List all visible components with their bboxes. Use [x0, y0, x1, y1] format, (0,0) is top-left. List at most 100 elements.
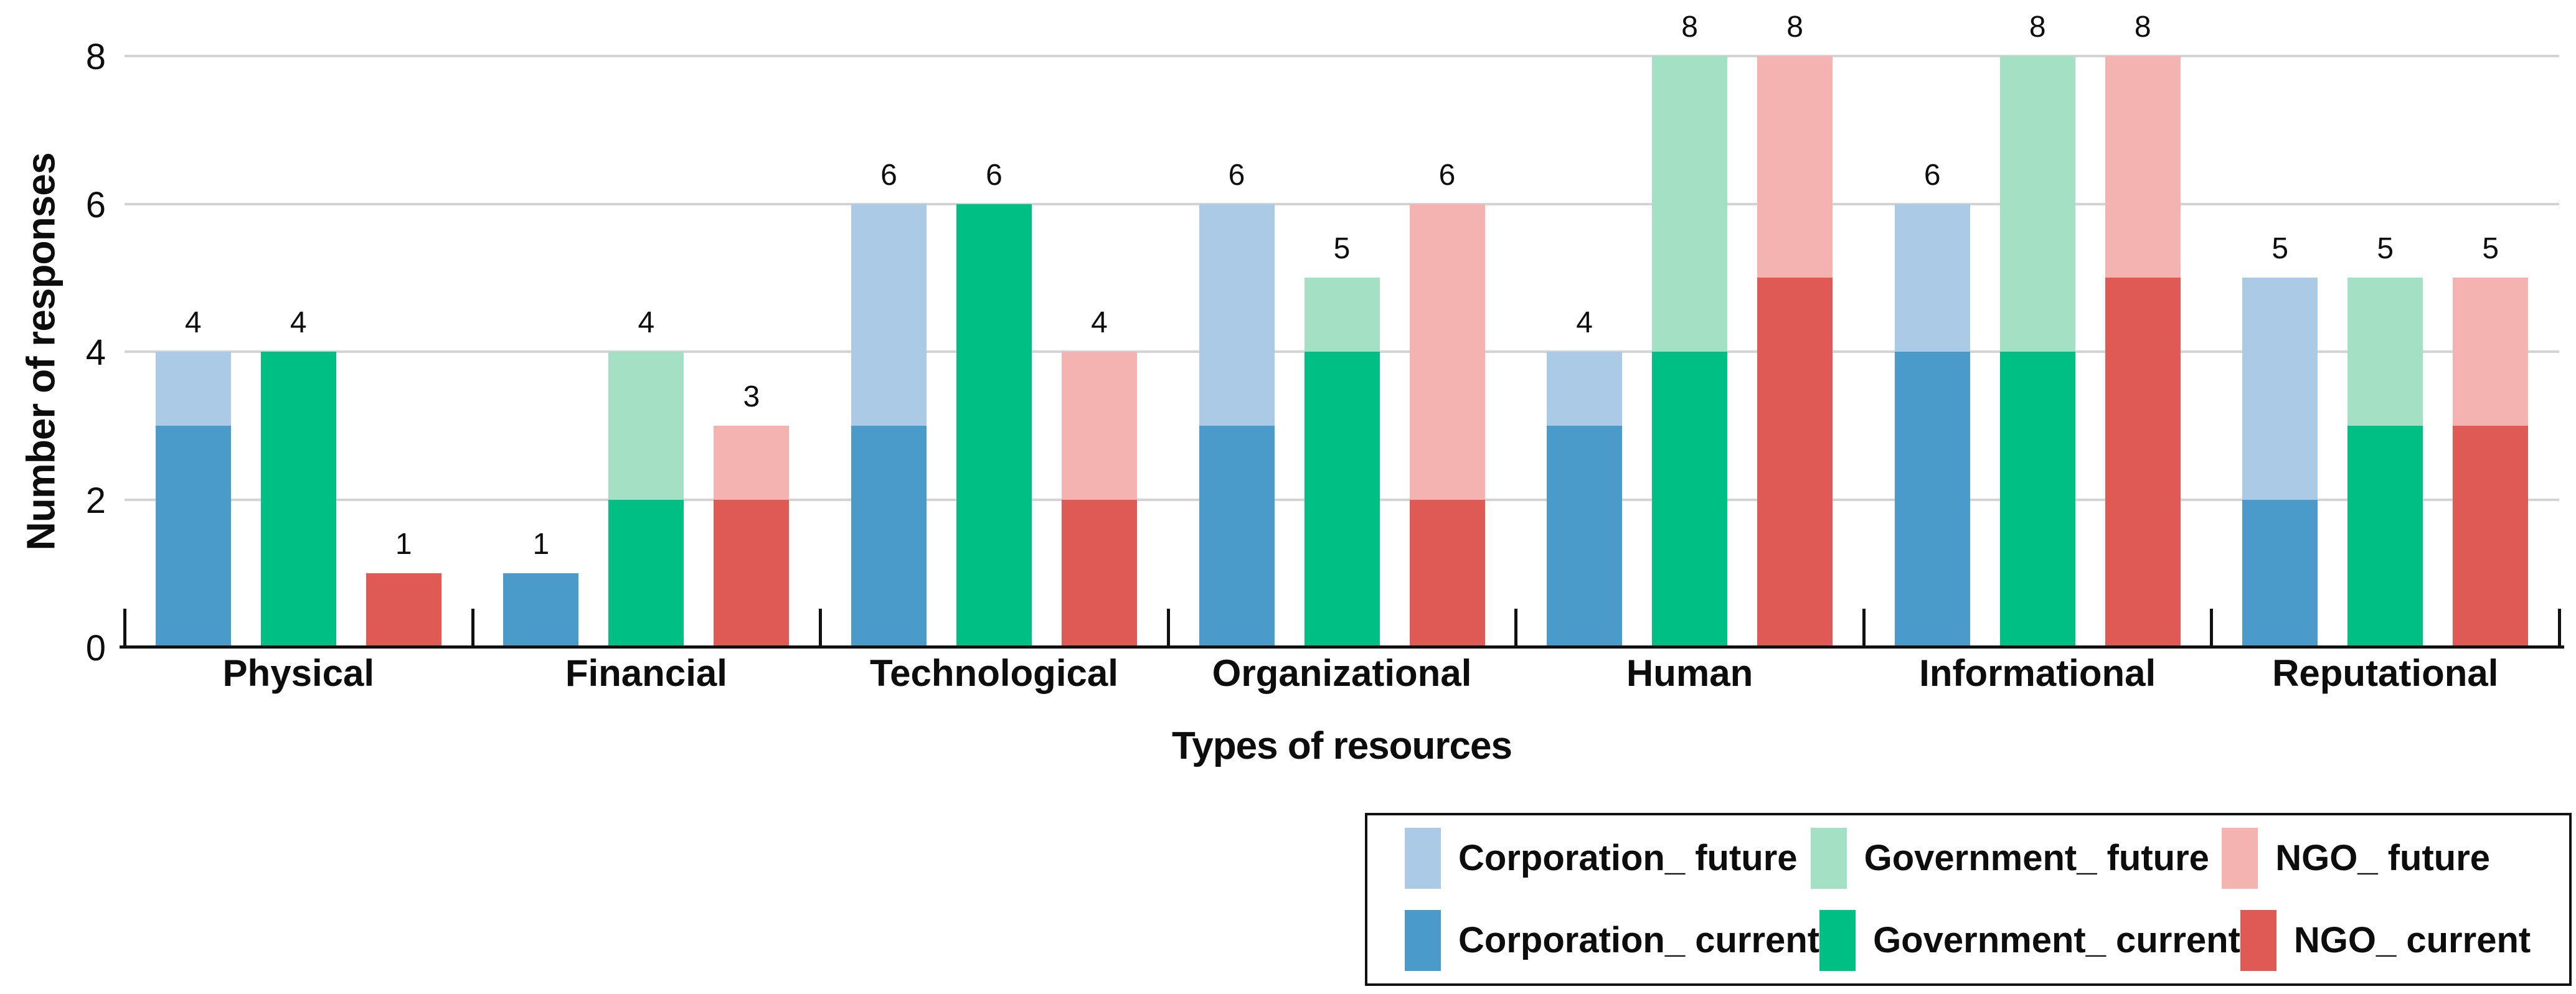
bar-group-financial: 1 4 3	[473, 56, 821, 647]
bar-ngo-informational: 8	[2105, 12, 2181, 647]
legend-item: NGO_ current	[2240, 910, 2532, 971]
bar-corporation-human: 4	[1547, 308, 1623, 647]
bar-government-human: 8	[1652, 12, 1728, 647]
bar-group-informational: 6 8 8	[1864, 12, 2212, 647]
y-tick-label-8: 8	[85, 37, 106, 77]
y-tick-label-0: 0	[85, 628, 106, 668]
bar-segment-current	[260, 352, 336, 647]
bar-segment-current	[1547, 425, 1623, 647]
bar-ngo-reputational: 5	[2453, 234, 2529, 647]
bar-segment-current	[2453, 425, 2529, 647]
bar-groups-row: 4 4 1 1 4 3 6 6 4 6 5 6 4 8 8 6 8 8 5 5 5	[125, 12, 2559, 647]
bar-government-technological: 6	[956, 160, 1032, 647]
bar-corporation-organizational: 6	[1199, 160, 1275, 647]
bar-ngo-human: 8	[1757, 12, 1833, 647]
legend-row-current: Corporation_ current Government_ current N…	[1405, 910, 2532, 971]
bar-segment-current	[1409, 499, 1485, 647]
x-axis-line	[120, 645, 2564, 649]
x-axis-boundary-tick	[2558, 609, 2561, 647]
bar-value-label: 5	[2377, 232, 2394, 266]
category-label-financial: Financial	[565, 652, 727, 694]
legend-item: Corporation_ future	[1405, 828, 1811, 889]
bar-segment-current	[2105, 278, 2181, 647]
category-label-informational: Informational	[1919, 652, 2156, 694]
bar-government-reputational: 5	[2347, 234, 2423, 647]
bar-value-label: 8	[2134, 11, 2151, 44]
x-axis-boundary-tick	[123, 609, 126, 647]
bar-segment-current	[1199, 425, 1275, 647]
legend-row-future: Corporation_ future Government_ future NGO…	[1405, 828, 2532, 889]
x-axis-boundary-tick	[2210, 609, 2214, 647]
legend-item: Government_ future	[1810, 828, 2222, 889]
y-tick-label-2: 2	[85, 480, 106, 521]
legend-swatch-icon	[2240, 910, 2276, 971]
legend-swatch-icon	[1810, 828, 1847, 889]
bar-government-informational: 8	[1999, 12, 2075, 647]
legend-item-label: Government_ future	[1864, 838, 2209, 878]
bar-segment-current	[1757, 278, 1833, 647]
bar-segment-current	[366, 573, 441, 647]
legend-item: Government_ current	[1819, 910, 2240, 971]
y-tick-label-6: 6	[85, 184, 106, 225]
bar-value-label: 8	[1681, 11, 1698, 44]
x-axis-boundary-tick	[1514, 609, 1518, 647]
legend-item-label: NGO_ current	[2293, 920, 2531, 960]
x-axis-title: Types of resources	[1172, 724, 1512, 767]
bar-segment-current	[1999, 352, 2075, 647]
bar-segment-current	[1061, 499, 1137, 647]
x-axis-boundary-tick	[819, 609, 823, 647]
bar-value-label: 8	[1786, 11, 1803, 44]
bar-value-label: 6	[1438, 158, 1456, 192]
legend-box: Corporation_ future Government_ future NGO…	[1365, 813, 2572, 986]
bar-group-human: 4 8 8	[1516, 12, 1864, 647]
y-tick-label-4: 4	[85, 332, 106, 373]
category-label-physical: Physical	[222, 652, 375, 694]
x-axis-boundary-tick	[1166, 609, 1170, 647]
bar-government-organizational: 5	[1304, 234, 1380, 647]
bar-group-organizational: 6 5 6	[1168, 56, 1516, 647]
bar-segment-current	[851, 425, 927, 647]
legend-swatch-icon	[1819, 910, 1856, 971]
x-axis-boundary-tick	[1862, 609, 1866, 647]
bar-group-physical: 4 4 1	[125, 56, 473, 647]
bar-value-label: 4	[638, 306, 655, 339]
bar-segment-current	[1894, 352, 1970, 647]
bar-segment-current	[1652, 352, 1728, 647]
legend-swatch-icon	[2222, 828, 2258, 889]
bar-value-label: 1	[532, 528, 550, 561]
bar-value-label: 5	[2272, 232, 2289, 266]
bar-value-label: 5	[1333, 232, 1351, 266]
bar-segment-current	[155, 425, 231, 647]
bar-ngo-technological: 4	[1061, 308, 1137, 647]
bar-government-physical: 4	[260, 308, 336, 647]
bar-segment-current	[714, 499, 790, 647]
bar-value-label: 6	[986, 158, 1003, 192]
legend-item-label: Corporation_ current	[1458, 920, 1820, 960]
bar-value-label: 6	[880, 158, 897, 192]
bar-value-label: 4	[1576, 306, 1593, 339]
bar-ngo-financial: 3	[714, 382, 790, 647]
plot-area: 4 4 1 1 4 3 6 6 4 6 5 6 4 8 8 6 8 8 5 5 5 0 2 4 6 8	[86, 12, 2564, 667]
gridline-y6	[125, 202, 2559, 205]
bar-value-label: 1	[395, 528, 412, 561]
bar-government-financial: 4	[608, 308, 684, 647]
category-label-reputational: Reputational	[2272, 652, 2499, 694]
bar-segment-current	[503, 573, 579, 647]
bar-value-label: 4	[290, 306, 307, 339]
bar-value-label: 6	[1923, 158, 1941, 192]
bar-value-label: 4	[1091, 306, 1108, 339]
bar-segment-current	[2242, 499, 2318, 647]
bar-corporation-technological: 6	[851, 160, 927, 647]
bar-value-label: 5	[2482, 232, 2499, 266]
bar-value-label: 8	[2029, 11, 2046, 44]
legend-item-label: Corporation_ future	[1458, 838, 1798, 878]
category-labels-row: Physical Financial Technological Organizati…	[125, 655, 2559, 692]
bar-segment-current	[1304, 352, 1380, 647]
x-axis-boundary-tick	[471, 609, 474, 647]
bar-value-label: 3	[743, 380, 760, 413]
bar-segment-current	[608, 499, 684, 647]
bar-segment-current	[2347, 425, 2423, 647]
legend-swatch-icon	[1405, 910, 1441, 971]
bar-group-reputational: 5 5 5	[2211, 56, 2559, 647]
